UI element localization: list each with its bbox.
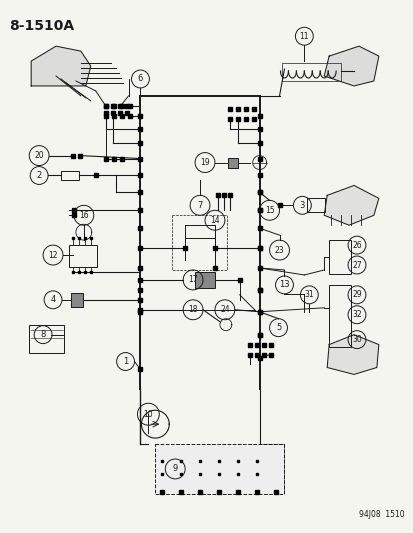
- Text: 24: 24: [220, 305, 229, 314]
- Polygon shape: [31, 46, 90, 86]
- Text: 11: 11: [299, 31, 309, 41]
- Bar: [195, 272, 214, 288]
- Text: 7: 7: [197, 201, 202, 210]
- Polygon shape: [326, 335, 378, 375]
- Text: 30: 30: [351, 335, 361, 344]
- Text: 29: 29: [351, 290, 361, 300]
- Text: 6: 6: [138, 75, 143, 84]
- Text: 17: 17: [188, 276, 197, 285]
- Text: 1: 1: [123, 357, 128, 366]
- Bar: [155, 444, 284, 494]
- Text: 94J08  1510: 94J08 1510: [358, 510, 404, 519]
- Text: 13: 13: [278, 280, 289, 289]
- Bar: [328, 285, 350, 346]
- Text: 31: 31: [304, 290, 313, 300]
- Text: 23: 23: [274, 246, 284, 255]
- Text: 8-1510A: 8-1510A: [9, 19, 74, 33]
- Text: 20: 20: [34, 151, 44, 160]
- Text: 18: 18: [188, 305, 197, 314]
- Bar: [172, 215, 226, 270]
- Text: 14: 14: [210, 216, 219, 225]
- Text: 8: 8: [40, 330, 46, 339]
- Text: 12: 12: [48, 251, 58, 260]
- Text: 16: 16: [79, 211, 88, 220]
- Bar: [71, 293, 83, 307]
- Text: 5: 5: [275, 323, 280, 332]
- Polygon shape: [323, 46, 378, 86]
- Text: 3: 3: [299, 201, 304, 210]
- Bar: [69, 245, 97, 267]
- Text: 10: 10: [143, 410, 153, 419]
- Bar: [306, 198, 325, 212]
- Bar: [227, 158, 237, 167]
- Bar: [29, 325, 64, 352]
- Text: 26: 26: [351, 240, 361, 249]
- Text: 2: 2: [36, 171, 42, 180]
- Text: 19: 19: [200, 158, 209, 167]
- Text: 4: 4: [50, 295, 55, 304]
- Bar: [282, 63, 340, 81]
- Text: 32: 32: [351, 310, 361, 319]
- Bar: [328, 240, 350, 274]
- Text: 27: 27: [351, 261, 361, 270]
- Polygon shape: [323, 185, 378, 225]
- Text: 15: 15: [264, 206, 274, 215]
- Bar: [61, 171, 78, 181]
- Text: 9: 9: [172, 464, 178, 473]
